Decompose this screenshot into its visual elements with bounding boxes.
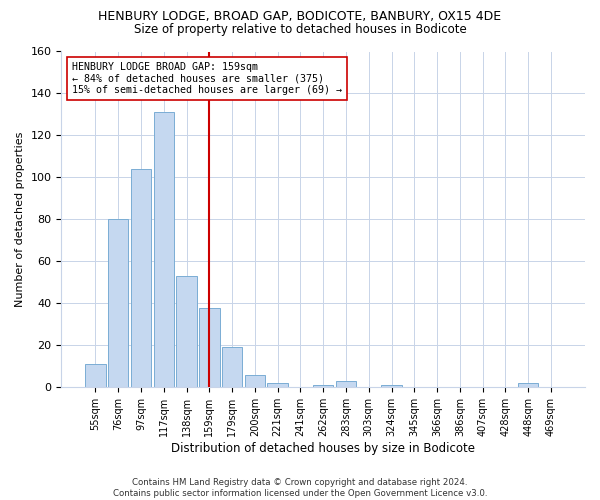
Bar (85, 364, 106, 388)
Bar (268, 383, 288, 388)
Text: HENBURY LODGE, BROAD GAP, BODICOTE, BANBURY, OX15 4DE: HENBURY LODGE, BROAD GAP, BODICOTE, BANB… (98, 10, 502, 23)
Bar (381, 385, 402, 388)
Text: HENBURY LODGE BROAD GAP: 159sqm
← 84% of detached houses are smaller (375)
15% o: HENBURY LODGE BROAD GAP: 159sqm ← 84% of… (72, 62, 342, 95)
Bar (245, 375, 265, 388)
Bar (199, 308, 220, 388)
Bar (313, 385, 334, 388)
Bar (154, 112, 174, 388)
X-axis label: Distribution of detached houses by size in Bodicote: Distribution of detached houses by size … (171, 442, 475, 455)
Bar (222, 348, 242, 388)
Text: Size of property relative to detached houses in Bodicote: Size of property relative to detached ho… (134, 22, 466, 36)
Bar (131, 169, 151, 388)
Bar (108, 220, 128, 388)
Bar (336, 381, 356, 388)
Bar (518, 383, 538, 388)
Text: Contains HM Land Registry data © Crown copyright and database right 2024.
Contai: Contains HM Land Registry data © Crown c… (113, 478, 487, 498)
Bar (176, 276, 197, 388)
Y-axis label: Number of detached properties: Number of detached properties (15, 132, 25, 307)
